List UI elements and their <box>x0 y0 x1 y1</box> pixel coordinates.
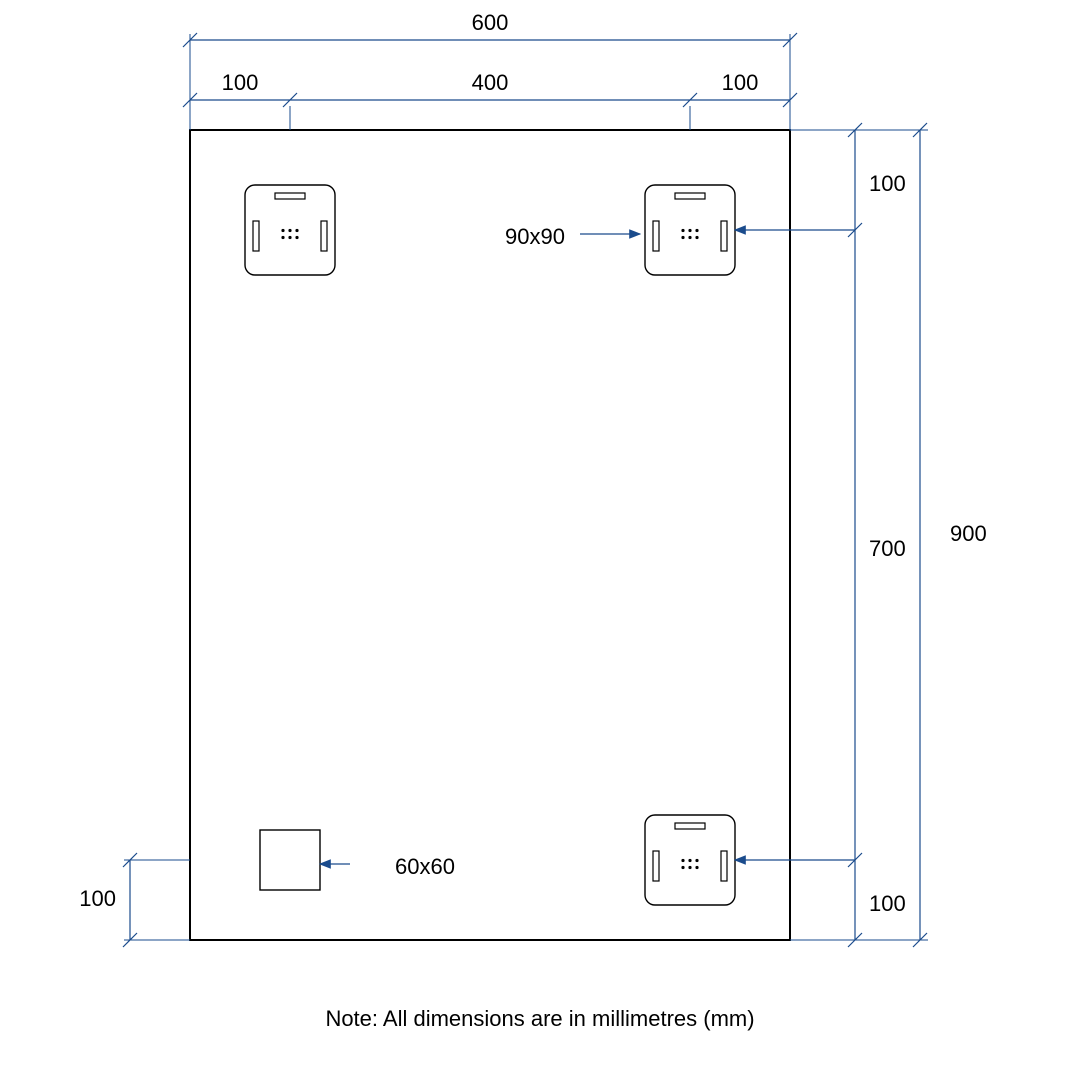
dim-right-seg: 700 <box>869 536 906 561</box>
dim-top-overall: 600 <box>472 10 509 35</box>
callout-90x90: 90x90 <box>505 224 565 249</box>
dim-top-seg: 100 <box>722 70 759 95</box>
panel-outline <box>190 130 790 940</box>
dimension-diagram: 600 100 400 100 900 100 700 100 100 90x90 60x60 Not… <box>0 0 1080 1080</box>
dim-top-seg: 100 <box>222 70 259 95</box>
dim-top-seg: 400 <box>472 70 509 95</box>
dim-right-seg: 100 <box>869 891 906 916</box>
note-text: Note: All dimensions are in millimetres … <box>325 1006 754 1031</box>
small-box <box>260 830 320 890</box>
callout-60x60: 60x60 <box>395 854 455 879</box>
dim-left-bottom: 100 <box>79 886 116 911</box>
dim-right-overall: 900 <box>950 521 987 546</box>
dim-right-seg: 100 <box>869 171 906 196</box>
